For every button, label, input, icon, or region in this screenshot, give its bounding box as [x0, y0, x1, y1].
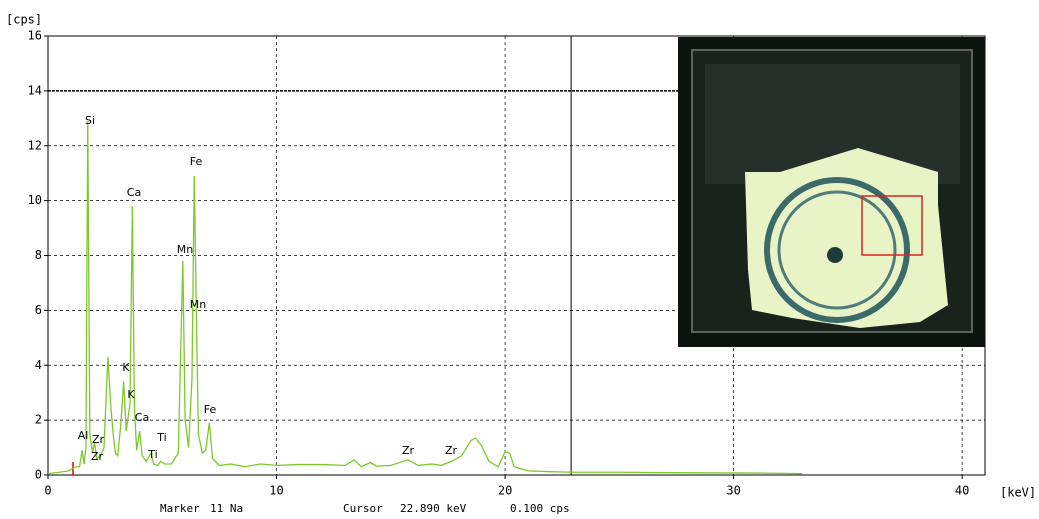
- element-label: Zr: [402, 444, 415, 457]
- sample-photo: [678, 37, 985, 347]
- y-tick-label: 16: [28, 29, 42, 43]
- y-tick-label: 8: [35, 248, 42, 262]
- element-label: Mn: [190, 298, 206, 311]
- paper: [745, 148, 948, 328]
- y-tick-label: 4: [35, 358, 42, 372]
- cursor-title: Cursor: [343, 502, 383, 515]
- element-label: Fe: [204, 403, 217, 416]
- element-label: Zr: [91, 450, 104, 463]
- x-axis-label: [keV]: [1000, 486, 1036, 500]
- y-tick-label: 10: [28, 193, 42, 207]
- x-tick-label: 20: [498, 484, 512, 498]
- y-tick-label: 6: [35, 303, 42, 317]
- chart: [cps] [keV] Marker 11 Na Cursor 22.890 k…: [0, 0, 1039, 519]
- y-tick-label: 12: [28, 138, 42, 152]
- y-tick-label: 14: [28, 83, 42, 97]
- element-label: Ca: [127, 186, 141, 199]
- element-label: Zr: [92, 433, 105, 446]
- element-label: Si: [85, 114, 95, 127]
- y-tick-label: 0: [35, 468, 42, 482]
- marker-value: 11 Na: [210, 502, 243, 515]
- y-axis-label: [cps]: [6, 13, 42, 27]
- element-label: Mn: [177, 243, 193, 256]
- element-label: Fe: [190, 155, 203, 168]
- center-spot: [827, 247, 843, 263]
- element-label: Zr: [445, 444, 458, 457]
- x-tick-label: 30: [726, 484, 740, 498]
- element-label: K: [127, 388, 135, 401]
- y-tick-label: 2: [35, 413, 42, 427]
- element-label: Ti: [147, 448, 157, 461]
- element-label: Ca: [135, 411, 149, 424]
- cursor-cps: 0.100 cps: [510, 502, 570, 515]
- cursor-value: 22.890 keV: [400, 502, 467, 515]
- x-tick-label: 10: [269, 484, 283, 498]
- x-tick-label: 40: [955, 484, 969, 498]
- element-label: Al: [78, 429, 89, 442]
- element-label: K: [122, 361, 130, 374]
- x-tick-label: 0: [44, 484, 51, 498]
- element-label: Ti: [156, 431, 166, 444]
- page: {"chart_data": {"type": "line", "y_label…: [0, 0, 1039, 519]
- marker-title: Marker: [160, 502, 200, 515]
